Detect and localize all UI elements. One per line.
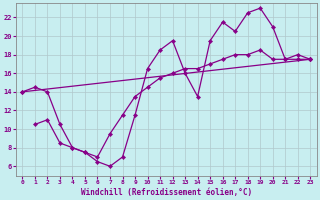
X-axis label: Windchill (Refroidissement éolien,°C): Windchill (Refroidissement éolien,°C) [81,188,252,197]
